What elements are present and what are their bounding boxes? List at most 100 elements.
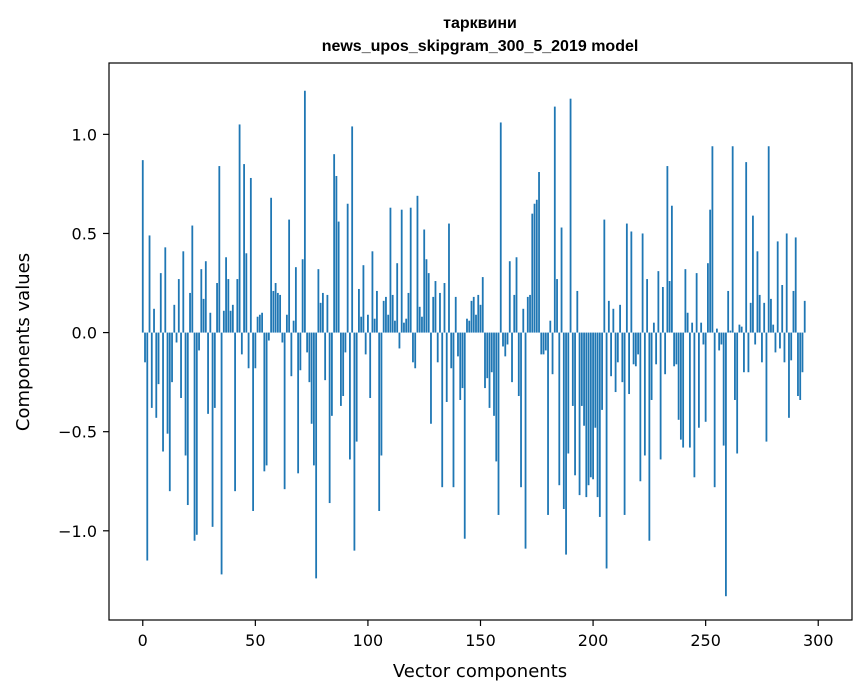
bar xyxy=(391,294,394,333)
bar xyxy=(544,332,547,351)
bar xyxy=(421,316,423,333)
bar xyxy=(616,332,619,363)
bar xyxy=(213,332,216,408)
bar xyxy=(700,322,703,333)
bar xyxy=(594,332,597,428)
bar xyxy=(387,314,390,333)
bar xyxy=(785,233,788,333)
bar xyxy=(153,308,155,333)
bar xyxy=(331,332,333,416)
bar xyxy=(159,273,162,333)
bar xyxy=(227,279,230,333)
bar xyxy=(439,292,441,333)
bar xyxy=(486,332,489,379)
bar xyxy=(308,332,311,383)
bar xyxy=(529,294,531,333)
bar xyxy=(553,106,556,333)
x-tick-label: 0 xyxy=(138,631,148,650)
bar xyxy=(650,332,653,400)
bar xyxy=(335,175,338,333)
bar xyxy=(729,330,732,333)
bar xyxy=(261,312,263,333)
bar xyxy=(655,332,658,365)
bar xyxy=(371,251,374,333)
bar xyxy=(504,332,507,357)
bar xyxy=(585,332,588,498)
bar xyxy=(225,257,227,333)
bar xyxy=(303,90,306,333)
bar xyxy=(612,308,615,333)
bar xyxy=(301,259,304,333)
bar xyxy=(423,229,426,333)
bar xyxy=(272,290,275,333)
bar xyxy=(150,332,153,408)
bar xyxy=(184,332,187,456)
bar xyxy=(799,332,802,400)
bar xyxy=(171,332,173,383)
x-tick-label: 100 xyxy=(353,631,384,650)
bar xyxy=(713,332,716,488)
bar xyxy=(630,231,633,333)
bar xyxy=(684,269,687,333)
bar xyxy=(747,332,750,373)
bar xyxy=(470,300,473,333)
bar xyxy=(198,332,200,351)
y-tick-label: 1.0 xyxy=(72,125,97,144)
bar xyxy=(288,219,291,333)
bar xyxy=(574,332,576,476)
bar xyxy=(326,294,329,333)
bar xyxy=(490,332,493,373)
bar xyxy=(583,332,585,426)
bar xyxy=(526,296,529,333)
bar xyxy=(709,209,712,333)
bar xyxy=(788,332,790,418)
bar xyxy=(623,332,626,515)
bar xyxy=(725,332,727,597)
bar xyxy=(182,251,185,333)
bar xyxy=(162,332,164,452)
bar xyxy=(727,290,730,333)
bar xyxy=(686,312,689,333)
bar xyxy=(587,332,590,486)
y-axis: −1.0 −0.5 0.0 0.5 1.0 xyxy=(58,125,109,541)
bar xyxy=(358,288,360,333)
bar xyxy=(549,320,552,333)
bar xyxy=(321,292,324,333)
bar xyxy=(783,332,786,363)
bar xyxy=(484,332,486,389)
bar xyxy=(364,332,367,355)
bar xyxy=(659,332,662,460)
bar xyxy=(189,292,191,333)
bar xyxy=(238,124,241,333)
bar xyxy=(466,318,468,333)
bar xyxy=(461,332,464,389)
bar xyxy=(240,332,243,355)
bar xyxy=(515,257,518,333)
bar xyxy=(779,332,781,349)
bar xyxy=(382,300,385,333)
bar xyxy=(290,332,293,377)
bar xyxy=(661,286,664,333)
bar xyxy=(412,332,414,363)
bar xyxy=(148,235,151,333)
bar xyxy=(693,332,696,478)
bar xyxy=(252,332,254,511)
bar xyxy=(634,332,637,367)
y-tick-label: −0.5 xyxy=(58,423,97,442)
bar xyxy=(567,332,570,454)
bar xyxy=(340,332,342,406)
bar xyxy=(236,279,239,333)
bar xyxy=(698,332,700,428)
bar xyxy=(220,332,223,575)
bar xyxy=(432,296,435,333)
bar xyxy=(497,332,500,515)
bar xyxy=(231,304,234,333)
bar xyxy=(625,223,628,333)
bar xyxy=(373,318,376,333)
bar xyxy=(657,271,660,333)
bar xyxy=(270,197,273,333)
bar xyxy=(547,332,549,515)
bar xyxy=(619,304,621,333)
bar xyxy=(621,332,624,383)
